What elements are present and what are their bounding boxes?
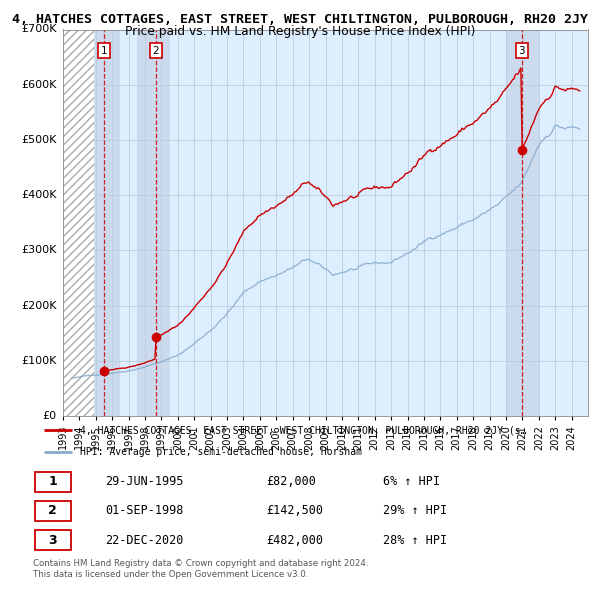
Text: 1: 1	[49, 476, 57, 489]
FancyBboxPatch shape	[35, 530, 71, 550]
Text: 1: 1	[100, 46, 107, 55]
Bar	[63, 30, 94, 416]
Bar	[506, 30, 539, 416]
Bar	[137, 30, 170, 416]
Bar	[88, 30, 121, 416]
Text: Price paid vs. HM Land Registry's House Price Index (HPI): Price paid vs. HM Land Registry's House …	[125, 25, 475, 38]
Text: 3: 3	[518, 46, 525, 55]
Text: £700K: £700K	[21, 25, 57, 34]
Text: 29% ↑ HPI: 29% ↑ HPI	[383, 504, 447, 517]
Text: £142,500: £142,500	[266, 504, 323, 517]
Text: £82,000: £82,000	[266, 476, 316, 489]
Text: £500K: £500K	[22, 135, 57, 145]
Text: 22-DEC-2020: 22-DEC-2020	[105, 533, 184, 546]
Text: Contains HM Land Registry data © Crown copyright and database right 2024.: Contains HM Land Registry data © Crown c…	[33, 559, 368, 568]
Text: 01-SEP-1998: 01-SEP-1998	[105, 504, 184, 517]
Text: £400K: £400K	[21, 190, 57, 200]
Text: £600K: £600K	[22, 80, 57, 90]
Text: 2: 2	[49, 504, 57, 517]
Text: 3: 3	[49, 533, 57, 546]
FancyBboxPatch shape	[35, 500, 71, 522]
Text: HPI: Average price, semi-detached house, Horsham: HPI: Average price, semi-detached house,…	[80, 447, 362, 457]
Text: 28% ↑ HPI: 28% ↑ HPI	[383, 533, 447, 546]
Text: £482,000: £482,000	[266, 533, 323, 546]
Text: This data is licensed under the Open Government Licence v3.0.: This data is licensed under the Open Gov…	[33, 570, 308, 579]
Text: £300K: £300K	[22, 245, 57, 255]
Text: 2: 2	[152, 46, 159, 55]
Text: 4, HATCHES COTTAGES, EAST STREET, WEST CHILTINGTON, PULBOROUGH, RH20 2JY: 4, HATCHES COTTAGES, EAST STREET, WEST C…	[12, 13, 588, 26]
Text: £0: £0	[43, 411, 57, 421]
Text: 6% ↑ HPI: 6% ↑ HPI	[383, 476, 440, 489]
Text: 29-JUN-1995: 29-JUN-1995	[105, 476, 184, 489]
FancyBboxPatch shape	[35, 471, 71, 492]
Text: £100K: £100K	[22, 356, 57, 366]
Text: 4, HATCHES COTTAGES, EAST STREET, WEST CHILTINGTON, PULBOROUGH, RH20 2JY (s…: 4, HATCHES COTTAGES, EAST STREET, WEST C…	[80, 425, 527, 435]
Text: £200K: £200K	[21, 300, 57, 310]
